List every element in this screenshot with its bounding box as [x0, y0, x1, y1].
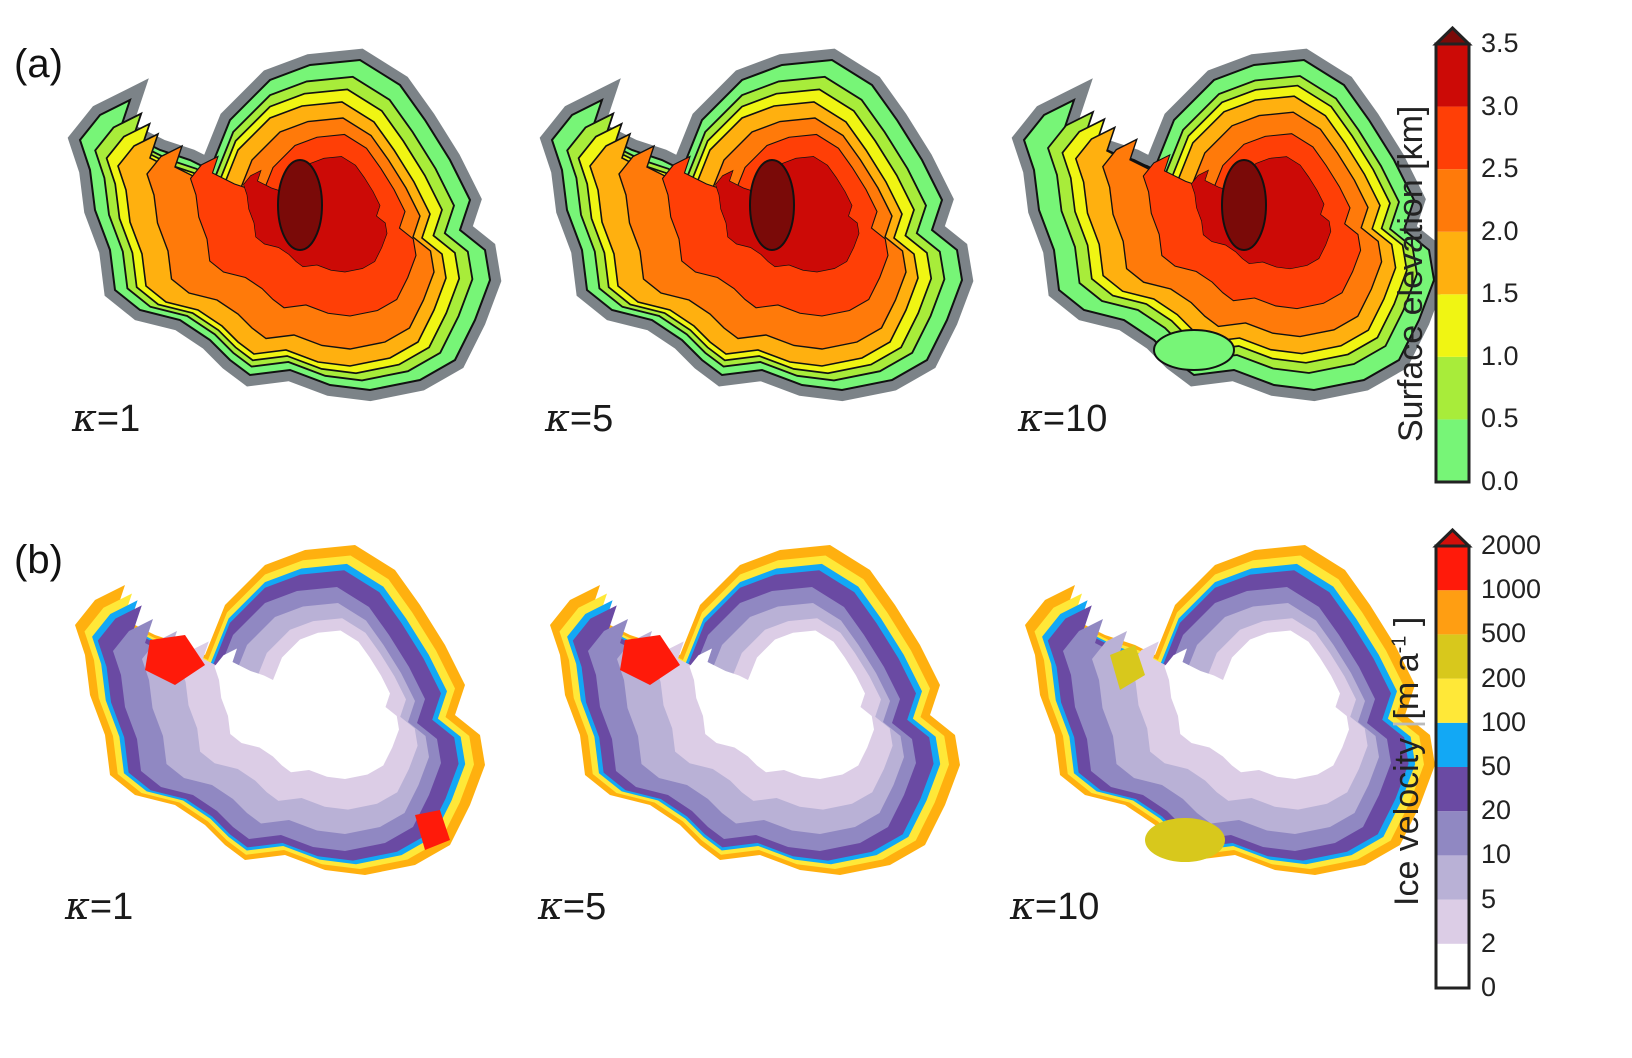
velocity-colorbar-title: Ice velocity |[m a-1 ] — [1388, 617, 1427, 906]
kappa-symbol: κ — [1010, 884, 1035, 928]
colorbar-tick-label: 2.5 — [1481, 153, 1519, 184]
kappa-symbol: κ — [1018, 396, 1043, 440]
colorbar-tick-label: 1.5 — [1481, 278, 1519, 309]
colorbar-tick-label: 2 — [1481, 927, 1497, 958]
elevation-colorbar — [1432, 25, 1473, 484]
colorbar-extend-arrow — [1432, 527, 1473, 548]
velocity-map-kappa-10 — [1025, 545, 1435, 875]
kappa-symbol: κ — [72, 396, 97, 440]
velocity-title-main: Ice velocity — [1388, 737, 1426, 906]
colorbar-extend-arrow — [1432, 25, 1473, 46]
colorbar-tick-label: 50 — [1481, 751, 1512, 781]
velocity-colorbar — [1432, 527, 1473, 990]
kappa-symbol: κ — [65, 884, 90, 928]
colorbar-tick-label: 1.0 — [1481, 340, 1519, 371]
colorbar-segment — [1436, 419, 1469, 482]
colorbar-segment — [1436, 678, 1469, 723]
elevation-colorbar-title: Surface elevation [km] — [1392, 105, 1430, 442]
velocity-title-close: ] — [1388, 616, 1426, 627]
velocity-title-unit: [m a — [1388, 653, 1426, 720]
kappa-value: 10 — [1065, 398, 1108, 440]
elevation-contours — [94, 75, 474, 382]
velocity-map-kappa-5 — [550, 545, 960, 875]
elevation-maps-row — [80, 60, 1434, 390]
colorbar-segment — [1436, 546, 1469, 591]
colorbar-segment — [1436, 855, 1469, 900]
kappa-label-a2: κ=5 — [545, 396, 614, 440]
colorbar-segment — [1436, 106, 1469, 170]
elevation-map-kappa-1 — [80, 60, 490, 390]
colorbar-tick-label: 3.5 — [1481, 28, 1519, 58]
velocity-map-kappa-1 — [75, 545, 485, 875]
colorbar-tick-label: 3.0 — [1481, 90, 1519, 121]
kappa-label-a1: κ=1 — [72, 396, 141, 440]
colorbar-segment — [1436, 722, 1469, 767]
panel-label-b: (b) — [14, 538, 63, 582]
colorbar-segment — [1436, 231, 1469, 295]
velocity-title-exponent: -1 — [1388, 635, 1411, 654]
colorbar-tick-label: 0 — [1481, 972, 1497, 1002]
colorbar-tick-label: 0.5 — [1481, 403, 1519, 434]
colorbar-frame — [1434, 42, 1471, 484]
kappa-value: 5 — [592, 398, 614, 440]
kappa-label-a3: κ=10 — [1018, 396, 1108, 440]
colorbar-segment — [1436, 169, 1469, 232]
colorbar-segment — [1436, 356, 1469, 420]
elevation-map-kappa-10 — [1024, 60, 1434, 390]
panel-label-a: (a) — [14, 42, 63, 86]
colorbar-tick-label: 20 — [1481, 795, 1512, 826]
velocity-maps-row — [75, 545, 1435, 875]
colorbar-tick-label: 2000 — [1481, 530, 1542, 560]
colorbar-tick-label: 5 — [1481, 883, 1497, 914]
colorbar-segment — [1436, 590, 1469, 635]
kappa-label-b3: κ=10 — [1010, 884, 1100, 928]
colorbar-tick-label: 1000 — [1481, 574, 1542, 605]
colorbar-frame — [1434, 544, 1471, 990]
kappa-symbol: κ — [545, 396, 570, 440]
colorbar-segment — [1436, 811, 1469, 856]
colorbar-tick-label: 0.0 — [1481, 466, 1519, 496]
kappa-value: 1 — [119, 398, 141, 440]
kappa-symbol: κ — [538, 884, 563, 928]
colorbar-segment — [1436, 634, 1469, 679]
colorbar-segment — [1436, 943, 1469, 988]
kappa-value: 5 — [585, 886, 607, 928]
colorbar-segment — [1436, 294, 1469, 357]
colorbar-segment — [1436, 767, 1469, 812]
colorbar-tick-label: 500 — [1481, 618, 1527, 649]
kappa-label-b1: κ=1 — [65, 884, 134, 928]
colorbar-segment — [1436, 899, 1469, 944]
elevation-map-kappa-5 — [552, 60, 962, 390]
title-separator: | — [1388, 719, 1426, 729]
colorbar-tick-label: 10 — [1481, 839, 1512, 870]
colorbar-segment — [1436, 44, 1469, 107]
kappa-value: 10 — [1057, 886, 1100, 928]
colorbar-tick-label: 2.0 — [1481, 215, 1519, 246]
kappa-value: 1 — [112, 886, 134, 928]
kappa-label-b2: κ=5 — [538, 884, 607, 928]
colorbar-tick-label: 100 — [1481, 706, 1527, 737]
colorbar-tick-label: 200 — [1481, 662, 1527, 693]
